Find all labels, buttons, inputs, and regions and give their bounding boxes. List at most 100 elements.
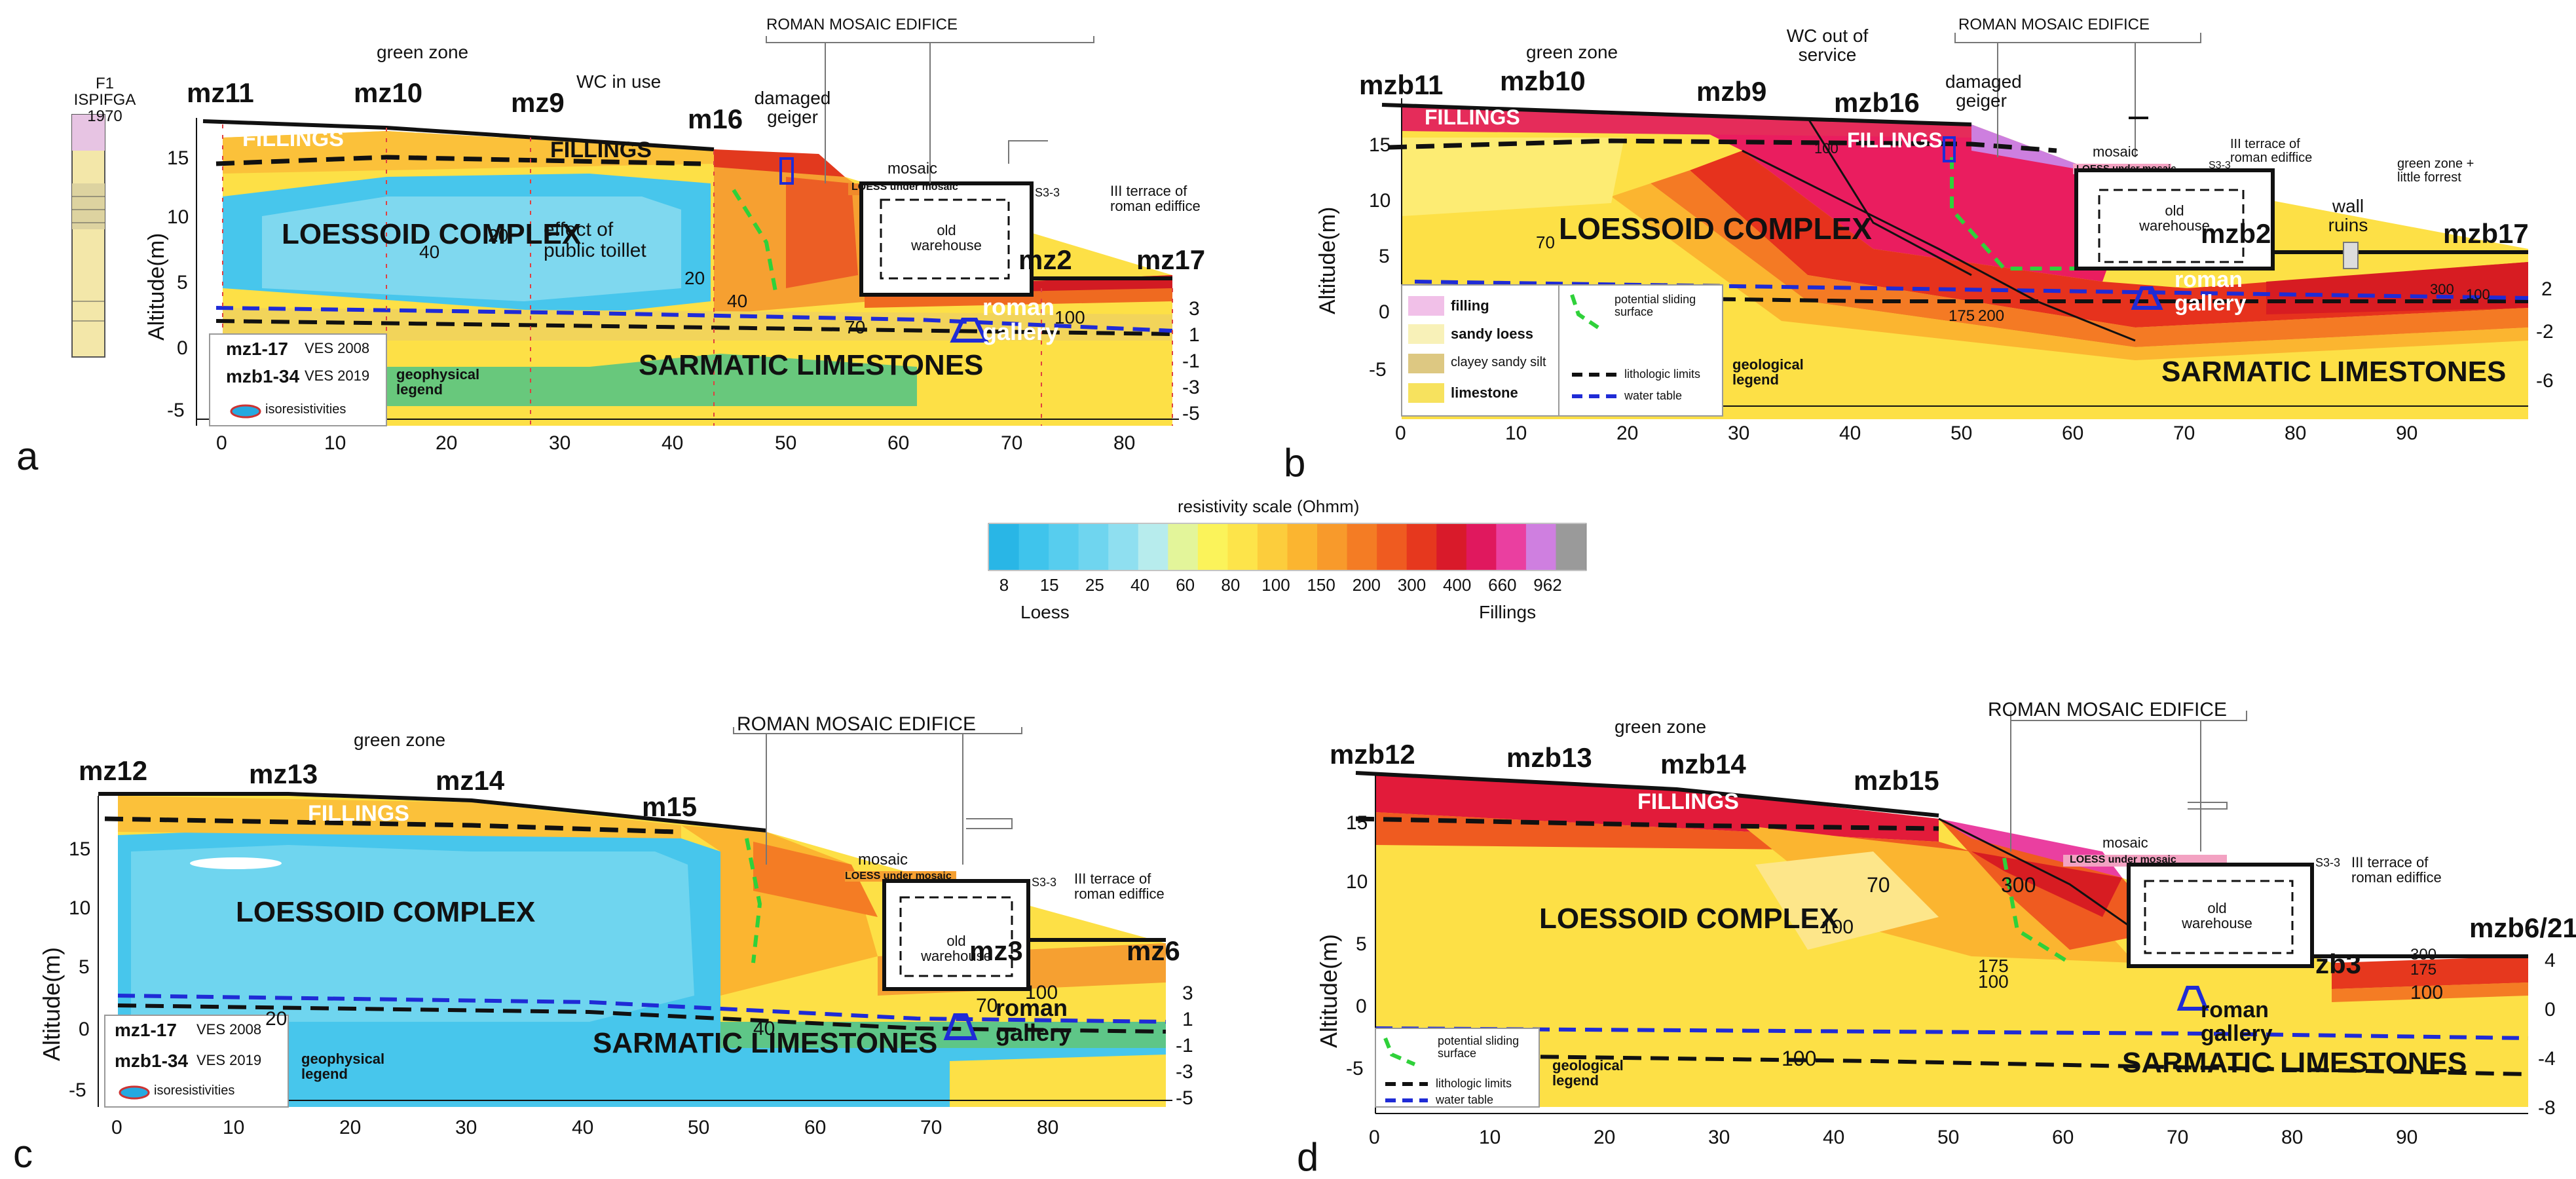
legend-title: geological legend bbox=[1732, 356, 1804, 388]
scale-tick-label: 25 bbox=[1085, 575, 1104, 595]
x-tick: 50 bbox=[1937, 1127, 1960, 1148]
loess-under-mosaic: LOESS under mosaic bbox=[2070, 854, 2176, 865]
wc-label: WC in use bbox=[576, 71, 662, 92]
legend-ves2-year: VES 2019 bbox=[305, 367, 370, 384]
fillings-label-2: FILLINGS bbox=[550, 138, 652, 162]
loess-under-mosaic: LOESS under mosaic bbox=[2076, 163, 2176, 174]
contour-label: 40 bbox=[727, 291, 748, 311]
x-tick: 60 bbox=[2062, 422, 2084, 444]
scale-swatch bbox=[1257, 524, 1288, 570]
legend-ves1: mz1-17 bbox=[115, 1020, 177, 1040]
legend-litho: lithologic limits bbox=[1436, 1077, 1512, 1090]
right-tick: -2 bbox=[2536, 321, 2554, 343]
panel-b-section bbox=[1381, 33, 2529, 419]
contour-label: 70 bbox=[1536, 233, 1555, 252]
legend-limestone: limestone bbox=[1451, 384, 1518, 401]
y-tick: 15 bbox=[1369, 134, 1391, 156]
panel-b: b green zone WC out of service damaged g… bbox=[1284, 0, 2576, 498]
x-tick: 10 bbox=[1505, 422, 1527, 444]
contour-label: 100 bbox=[1055, 307, 1085, 328]
x-tick: 40 bbox=[1823, 1127, 1845, 1148]
s33-label: S3-3 bbox=[1035, 186, 1060, 199]
y-tick: 0 bbox=[177, 337, 188, 359]
legend-ves1-year: VES 2008 bbox=[305, 340, 370, 356]
scale-swatch bbox=[1317, 524, 1348, 570]
loessoid-label: LOESSOID COMPLEX bbox=[1539, 903, 1839, 935]
sarmatic-label: SARMATIC LIMESTONES bbox=[2122, 1047, 2467, 1079]
scale-tick-label: 660 bbox=[1488, 575, 1517, 595]
station-mzb13: mzb13 bbox=[1506, 742, 1592, 773]
right-tick: -3 bbox=[1176, 1061, 1193, 1083]
scale-swatch bbox=[1168, 524, 1199, 570]
contour-label: 300 bbox=[2430, 281, 2454, 297]
scale-swatch bbox=[1347, 524, 1377, 570]
right-tick: 4 bbox=[2545, 950, 2556, 971]
station-mzb17: mzb17 bbox=[2443, 218, 2529, 249]
scale-swatch bbox=[1406, 524, 1437, 570]
x-tick: 40 bbox=[662, 432, 684, 454]
right-tick: -5 bbox=[1176, 1087, 1193, 1109]
legend-water: water table bbox=[1624, 389, 1683, 402]
scale-tick-label: 15 bbox=[1039, 575, 1059, 595]
y-tick: -5 bbox=[1369, 359, 1387, 381]
scale-tick-label: 8 bbox=[999, 575, 1009, 595]
legend-title: geological legend bbox=[1552, 1057, 1624, 1089]
y-tick: 15 bbox=[69, 838, 91, 860]
legend-litho: lithologic limits bbox=[1624, 367, 1701, 381]
x-tick: 30 bbox=[549, 432, 571, 454]
terrace-label: III terrace of roman ediffice bbox=[1110, 183, 1201, 215]
effect-toilet-label: effect of public toillet bbox=[544, 219, 646, 261]
terrace-label: III terrace of roman ediffice bbox=[1074, 870, 1165, 903]
contour-label: 100 bbox=[1821, 916, 1854, 938]
right-tick: -5 bbox=[1182, 403, 1200, 424]
station-mzb12: mzb12 bbox=[1330, 739, 1415, 770]
panel-d-section bbox=[1355, 711, 2529, 1114]
scale-tick-label: 40 bbox=[1130, 575, 1149, 595]
contour-label: 200 bbox=[1978, 307, 2005, 325]
right-tick: 0 bbox=[2545, 999, 2556, 1020]
contour-label: 70 bbox=[976, 995, 998, 1017]
y-tick: 5 bbox=[1356, 933, 1367, 955]
x-tick: 20 bbox=[436, 432, 458, 454]
station-mzb10: mzb10 bbox=[1500, 66, 1586, 96]
legend-sliding: potential sliding surface bbox=[1615, 293, 1696, 318]
old-warehouse-label: old warehouse bbox=[911, 222, 982, 254]
legend-clayey: clayey sandy silt bbox=[1451, 355, 1546, 369]
x-tick: 70 bbox=[2167, 1127, 2189, 1148]
roman-gallery-label: roman gallery bbox=[982, 293, 1059, 345]
right-tick: -3 bbox=[1182, 377, 1200, 398]
contour-label: 100 bbox=[1814, 140, 1839, 157]
right-tick: 1 bbox=[1182, 1009, 1193, 1030]
scale-swatch bbox=[1138, 524, 1168, 570]
fillings-label: FILLINGS bbox=[308, 801, 409, 826]
right-tick: 3 bbox=[1189, 298, 1200, 320]
x-tick: 0 bbox=[1369, 1127, 1380, 1148]
contour-label: 20 bbox=[684, 268, 705, 288]
damaged-geiger-label: damaged geiger bbox=[1945, 71, 2022, 111]
old-warehouse-label: old warehouse bbox=[2182, 900, 2252, 932]
x-tick: 20 bbox=[1616, 422, 1639, 444]
x-tick: 10 bbox=[1479, 1127, 1501, 1148]
scale-swatch bbox=[1377, 524, 1408, 570]
old-warehouse-label: old warehouse bbox=[2139, 202, 2210, 234]
fillings-label: FILLINGS bbox=[1425, 105, 1520, 129]
panel-letter: c bbox=[13, 1132, 33, 1176]
x-tick: 40 bbox=[572, 1117, 594, 1138]
damaged-geiger-label: damaged geiger bbox=[754, 88, 831, 128]
y-tick: -5 bbox=[69, 1079, 86, 1101]
station-mzb15: mzb15 bbox=[1854, 765, 1939, 796]
station-mzb14: mzb14 bbox=[1660, 749, 1746, 779]
mosaic-label: mosaic bbox=[858, 851, 908, 869]
station-mz9: mz9 bbox=[511, 87, 565, 118]
green-zone-label: green zone bbox=[354, 730, 446, 750]
y-tick: 0 bbox=[1356, 996, 1367, 1017]
scale-swatch bbox=[989, 524, 1020, 570]
scale-low-label: Loess bbox=[1020, 602, 1070, 622]
scale-swatch bbox=[1078, 524, 1109, 570]
scale-tick-label: 962 bbox=[1533, 575, 1562, 595]
panel-a: a F1 ISPIFGA 1970 green zone WC in use d… bbox=[0, 0, 1244, 498]
scale-ticks: 8 15 25 40 60 80 100 150 200 300 400 660 962 bbox=[988, 575, 1587, 597]
x-tick: 20 bbox=[339, 1117, 362, 1138]
y-tick: -5 bbox=[1346, 1058, 1364, 1079]
x-tick: 70 bbox=[1001, 432, 1023, 454]
